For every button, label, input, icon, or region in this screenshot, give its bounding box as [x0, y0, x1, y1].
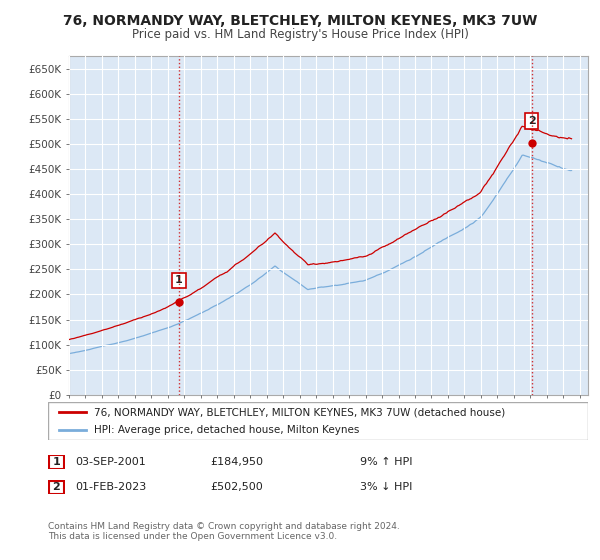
Text: 2: 2	[53, 482, 60, 492]
Text: Contains HM Land Registry data © Crown copyright and database right 2024.
This d: Contains HM Land Registry data © Crown c…	[48, 522, 400, 542]
Text: 01-FEB-2023: 01-FEB-2023	[75, 482, 146, 492]
Text: £184,950: £184,950	[210, 457, 263, 467]
Text: Price paid vs. HM Land Registry's House Price Index (HPI): Price paid vs. HM Land Registry's House …	[131, 28, 469, 41]
FancyBboxPatch shape	[48, 402, 588, 440]
FancyBboxPatch shape	[49, 455, 64, 469]
Text: 76, NORMANDY WAY, BLETCHLEY, MILTON KEYNES, MK3 7UW: 76, NORMANDY WAY, BLETCHLEY, MILTON KEYN…	[63, 14, 537, 28]
FancyBboxPatch shape	[49, 480, 64, 494]
Text: 3% ↓ HPI: 3% ↓ HPI	[360, 482, 412, 492]
Text: 2: 2	[528, 116, 536, 126]
Text: 03-SEP-2001: 03-SEP-2001	[75, 457, 146, 467]
Text: 1: 1	[175, 276, 183, 285]
Text: HPI: Average price, detached house, Milton Keynes: HPI: Average price, detached house, Milt…	[94, 425, 359, 435]
Text: 9% ↑ HPI: 9% ↑ HPI	[360, 457, 413, 467]
Text: £502,500: £502,500	[210, 482, 263, 492]
Text: 1: 1	[53, 457, 60, 467]
Text: 76, NORMANDY WAY, BLETCHLEY, MILTON KEYNES, MK3 7UW (detached house): 76, NORMANDY WAY, BLETCHLEY, MILTON KEYN…	[94, 407, 505, 417]
